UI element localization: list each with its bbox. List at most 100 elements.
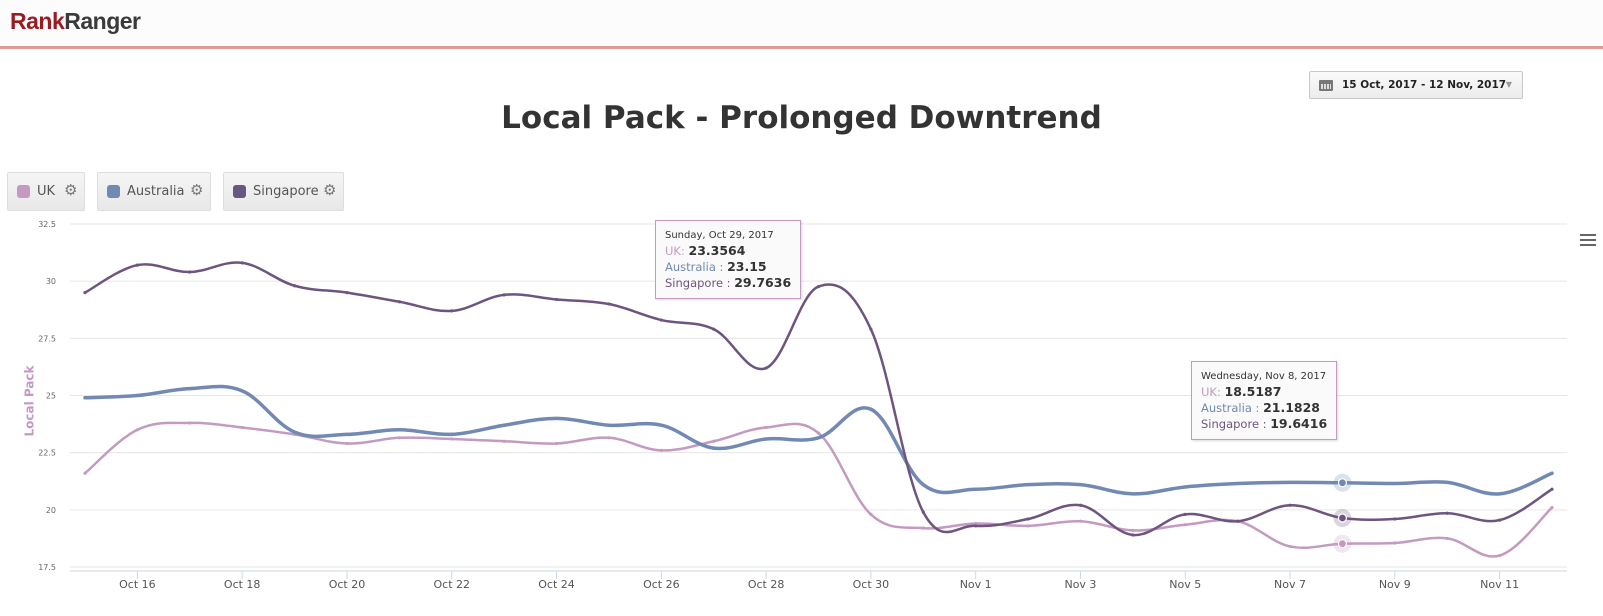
data-point-australia bbox=[502, 423, 506, 427]
data-point-uk bbox=[83, 471, 87, 475]
data-point-singapore bbox=[1131, 533, 1135, 537]
data-point-australia bbox=[1550, 471, 1554, 475]
data-point-singapore bbox=[1026, 517, 1030, 521]
data-point-singapore bbox=[1288, 503, 1292, 507]
legend-swatch bbox=[17, 185, 30, 198]
data-point-australia bbox=[1078, 483, 1083, 487]
data-point-australia bbox=[659, 423, 663, 427]
x-tick-label: Oct 24 bbox=[538, 578, 575, 591]
data-point-australia bbox=[869, 407, 873, 411]
data-point-singapore bbox=[1498, 518, 1502, 522]
gear-icon[interactable]: ⚙ bbox=[190, 181, 204, 199]
legend-label: Australia bbox=[127, 184, 185, 199]
data-point-uk bbox=[1131, 528, 1135, 533]
legend-swatch bbox=[233, 185, 246, 198]
data-point-australia bbox=[607, 423, 611, 427]
date-range-label: 15 Oct, 2017 - 12 Nov, 2017 bbox=[1342, 79, 1507, 91]
tooltip-label: UK: bbox=[1201, 385, 1221, 399]
data-point-singapore bbox=[659, 318, 663, 322]
calendar-icon bbox=[1319, 80, 1333, 91]
data-point-australia bbox=[1026, 483, 1030, 487]
data-point-uk bbox=[921, 526, 925, 530]
x-tick-label: Oct 26 bbox=[643, 578, 680, 591]
gear-icon[interactable]: ⚙ bbox=[64, 181, 78, 199]
data-point-uk bbox=[1183, 523, 1187, 527]
data-point-uk bbox=[816, 431, 821, 435]
data-point-australia bbox=[1236, 481, 1240, 486]
data-point-australia bbox=[554, 416, 559, 420]
data-point-uk bbox=[397, 436, 401, 440]
data-point-australia bbox=[345, 432, 349, 436]
data-point-uk bbox=[1445, 536, 1449, 541]
data-point-singapore bbox=[869, 327, 873, 331]
y-tick-label: 20 bbox=[46, 506, 56, 515]
data-point-singapore bbox=[450, 309, 454, 313]
tooltip-label: Singapore : bbox=[1201, 417, 1267, 431]
data-point-singapore bbox=[1183, 512, 1187, 517]
chart-title: Local Pack - Prolonged Downtrend bbox=[501, 100, 1102, 136]
data-point-uk bbox=[607, 436, 611, 440]
data-point-uk bbox=[502, 439, 506, 443]
data-point-singapore bbox=[764, 366, 768, 370]
data-point-australia bbox=[921, 483, 925, 487]
data-point-singapore bbox=[607, 302, 611, 306]
series-line-uk bbox=[83, 421, 1554, 558]
legend-label: Singapore bbox=[253, 184, 319, 199]
tooltip-oct-29: Sunday, Oct 29, 2017 UK: 23.3564 Austral… bbox=[655, 220, 802, 299]
tooltip-label: UK: bbox=[665, 244, 685, 258]
x-tick-label: Oct 18 bbox=[224, 578, 261, 591]
data-point-singapore bbox=[240, 261, 244, 265]
tooltip-label: Australia : bbox=[665, 260, 724, 274]
y-tick-label: 22.5 bbox=[38, 449, 56, 458]
tooltip-date: Wednesday, Nov 8, 2017 bbox=[1201, 371, 1327, 382]
x-tick-label: Nov 3 bbox=[1064, 578, 1096, 591]
data-point-singapore bbox=[1445, 511, 1449, 515]
data-point-uk bbox=[345, 441, 349, 446]
data-point-singapore bbox=[83, 291, 87, 295]
legend-swatch bbox=[107, 185, 120, 198]
x-tick-label: Oct 16 bbox=[119, 578, 156, 591]
tooltip-value: 23.3564 bbox=[688, 243, 746, 258]
data-point-australia bbox=[1498, 492, 1502, 496]
x-tick-label: Nov 1 bbox=[960, 578, 992, 591]
date-range-picker[interactable]: 15 Oct, 2017 - 12 Nov, 2017 ▼ bbox=[1309, 71, 1523, 99]
x-tick-label: Oct 30 bbox=[853, 578, 890, 591]
top-bar: RankRanger bbox=[0, 0, 1603, 49]
chart-menu-icon[interactable] bbox=[1580, 234, 1596, 249]
legend-item-australia[interactable]: Australia ⚙ bbox=[97, 172, 211, 211]
data-point-uk bbox=[974, 521, 978, 526]
data-point-australia bbox=[188, 387, 192, 391]
data-point-australia bbox=[83, 396, 87, 400]
data-point-singapore bbox=[397, 300, 401, 304]
x-tick-label: Nov 11 bbox=[1480, 578, 1519, 591]
gear-icon[interactable]: ⚙ bbox=[323, 181, 337, 199]
legend-item-uk[interactable]: UK ⚙ bbox=[7, 172, 85, 211]
tooltip-value: 19.6416 bbox=[1270, 416, 1328, 431]
data-point-australia bbox=[450, 432, 454, 436]
data-point-australia bbox=[764, 437, 768, 441]
x-tick-label: Nov 5 bbox=[1169, 578, 1201, 591]
data-point-uk bbox=[1288, 544, 1292, 549]
tooltip-value: 21.1828 bbox=[1263, 400, 1320, 415]
x-tick-label: Oct 28 bbox=[748, 578, 785, 591]
data-point-singapore bbox=[135, 263, 139, 267]
data-point-australia bbox=[1131, 492, 1135, 496]
y-tick-label: 30 bbox=[46, 277, 56, 286]
data-point-uk bbox=[1026, 524, 1030, 528]
data-point-australia bbox=[135, 393, 139, 398]
tooltip-date: Sunday, Oct 29, 2017 bbox=[665, 230, 774, 241]
data-point-singapore bbox=[1550, 487, 1554, 491]
tooltip-label: Singapore : bbox=[665, 276, 731, 290]
data-point-australia bbox=[816, 436, 821, 440]
legend-item-singapore[interactable]: Singapore ⚙ bbox=[223, 172, 344, 211]
y-tick-label: 25 bbox=[46, 392, 56, 401]
data-point-uk bbox=[869, 512, 873, 517]
data-point-australia bbox=[1183, 485, 1187, 489]
data-point-uk bbox=[1393, 541, 1397, 545]
x-tick-label: Nov 9 bbox=[1379, 578, 1411, 591]
data-point-australia bbox=[1445, 480, 1449, 484]
data-point-uk bbox=[1550, 505, 1554, 510]
rankranger-logo[interactable]: RankRanger bbox=[10, 8, 141, 35]
data-point-singapore bbox=[292, 284, 297, 288]
